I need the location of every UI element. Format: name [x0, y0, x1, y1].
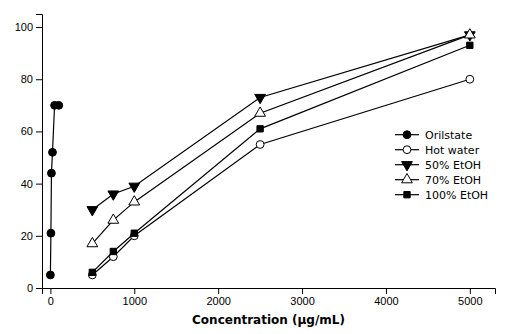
y-axis-line [36, 15, 43, 289]
legend-label: 50% EtOH [425, 159, 481, 172]
plot-area [46, 29, 475, 279]
x-axis-tick: 1000 [123, 288, 147, 307]
series-marker [87, 207, 98, 216]
legend-swatch-marker [402, 162, 413, 171]
series-marker [467, 42, 473, 48]
legend-item: 100% EtOH [395, 189, 488, 202]
y-axis-tick-label: 60 [21, 125, 33, 137]
x-axis-tick: 5000 [458, 288, 482, 307]
y-axis-tick-label: 0 [27, 282, 33, 294]
y-axis-tick-mark [36, 184, 42, 185]
legend-item: Orilstate [395, 129, 472, 142]
y-axis-tick: 60 [21, 125, 42, 137]
series-marker [255, 94, 266, 103]
x-axis-tick-mark [50, 288, 51, 294]
x-axis: 0 1000 2000 3000 4000 5000 [43, 288, 496, 307]
x-axis-tick: 3000 [290, 288, 314, 307]
series-line [92, 35, 470, 210]
y-axis-tick-mark [36, 131, 42, 132]
x-axis-tick-label: 1000 [123, 295, 147, 307]
x-axis-tick: 2000 [206, 288, 230, 307]
y-axis-tick: 20 [21, 230, 42, 242]
series-marker [129, 196, 140, 205]
y-axis-tick-label: 40 [21, 178, 33, 190]
y-axis-tick: 100 [15, 21, 42, 33]
series-marker [46, 271, 54, 279]
x-axis-tick-label: 3000 [290, 295, 314, 307]
y-axis-tick: 80 [21, 73, 42, 85]
series-marker [47, 229, 55, 237]
series-marker [464, 29, 475, 38]
series-line [92, 35, 470, 244]
y-axis-tick-mark [36, 27, 42, 28]
series-marker [129, 183, 140, 192]
series-marker [257, 126, 263, 132]
legend-item: 70% EtOH [395, 173, 481, 186]
x-axis-tick-label: 0 [48, 295, 54, 307]
series-marker [466, 75, 474, 83]
legend-label: 70% EtOH [425, 174, 481, 187]
y-axis-tick-mark [36, 288, 42, 289]
x-axis-tick-label: 5000 [458, 295, 482, 307]
x-axis-tick-mark [134, 288, 135, 294]
y-axis-tick: 40 [21, 178, 42, 190]
legend-item: Hot water [395, 144, 480, 157]
x-axis-tick-mark [386, 288, 387, 294]
y-axis-tick-mark [36, 236, 42, 237]
legend-swatch-marker [404, 192, 410, 198]
legend-item: 50% EtOH [395, 159, 481, 172]
x-axis-tick: 0 [48, 288, 54, 307]
x-axis-tick-mark [218, 288, 219, 294]
x-axis-tick-mark [470, 288, 471, 294]
x-axis-tick-label: 2000 [206, 295, 230, 307]
series-line [50, 105, 58, 275]
series-marker [55, 101, 63, 109]
chart: 0 1000 2000 3000 4000 5000 0 20 40 60 80 100 Concent… [0, 0, 511, 334]
y-axis-tick-label: 100 [15, 21, 33, 33]
legend-label: Hot water [425, 144, 480, 157]
series-marker [108, 191, 119, 200]
legend-label: Orilstate [425, 129, 472, 142]
x-axis-tick-mark [302, 288, 303, 294]
x-axis-title: Concentration (μg/mL) [192, 313, 345, 327]
x-axis-tick: 4000 [374, 288, 398, 307]
series-line [92, 45, 470, 272]
legend-swatch-marker [403, 131, 411, 139]
series-marker [49, 148, 57, 156]
legend-label: 100% EtOH [425, 189, 488, 202]
y-axis-tick-label: 20 [21, 230, 33, 242]
legend-swatch-marker [402, 173, 413, 182]
y-axis: 0 20 40 60 80 100 [15, 15, 43, 295]
x-axis-line [43, 289, 496, 295]
legend-swatch-marker [403, 146, 411, 154]
y-axis-tick: 0 [27, 282, 42, 294]
y-axis-tick-mark [36, 79, 42, 80]
x-axis-tick-label: 4000 [374, 295, 398, 307]
series-marker [89, 269, 95, 275]
series-line [92, 79, 470, 275]
series-marker [48, 169, 56, 177]
series-marker [255, 107, 266, 116]
legend: Orilstate Hot water 50% EtOH 70% EtOH 100% E… [395, 129, 488, 202]
series-marker [87, 237, 98, 246]
series-marker [108, 214, 119, 223]
series-marker [110, 248, 116, 254]
series-marker [131, 230, 137, 236]
y-axis-tick-label: 80 [21, 73, 33, 85]
series-marker [256, 141, 264, 149]
